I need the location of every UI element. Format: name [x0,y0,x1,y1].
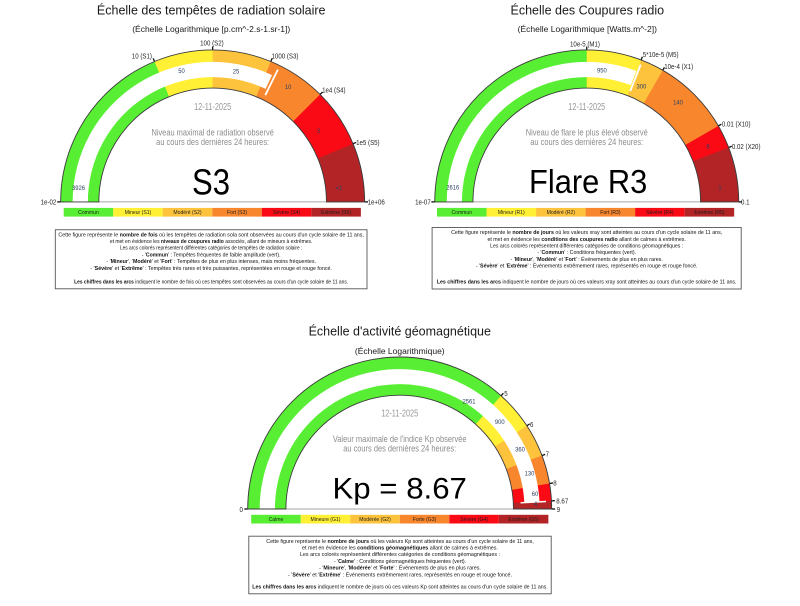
svg-text:Les arcs colorés représentent: Les arcs colorés représentent différente… [120,245,302,252]
svg-text:1000 (S3): 1000 (S3) [272,53,299,60]
svg-text:0.1: 0.1 [741,199,750,206]
svg-text:Sévère (G4): Sévère (G4) [460,517,488,523]
svg-text:- 'Sévère' et 'Extrême' : Temp: - 'Sévère' et 'Extrême' : Tempêtes très … [90,266,332,272]
svg-text:12-11-2025: 12-11-2025 [194,101,231,112]
svg-text:Échelle d'activité géomagnétiq: Échelle d'activité géomagnétique [309,323,491,338]
svg-text:Mineure (G1): Mineure (G1) [311,517,341,523]
svg-text:- 'Mineure', 'Modérée' et 'For: - 'Mineure', 'Modérée' et 'Forte' : Évén… [319,564,481,571]
svg-text:10 (S1): 10 (S1) [132,53,152,60]
svg-text:Mineur (S1): Mineur (S1) [125,210,152,216]
svg-text:Cette figure représente le nom: Cette figure représente le nombre de jou… [451,230,723,236]
svg-text:2561: 2561 [463,398,477,405]
svg-text:- 'Calme' : Conditions géomagn: - 'Calme' : Conditions géomagnétiques fr… [334,559,467,565]
svg-text:- 'Sévère' et 'Extrême' : Évén: - 'Sévère' et 'Extrême' : Événements ext… [476,262,698,269]
svg-text:1e+06: 1e+06 [368,199,386,206]
svg-text:Les arcs colorés représentent: Les arcs colorés représentent différente… [300,552,501,558]
svg-text:25: 25 [233,68,240,75]
svg-text:1e-02: 1e-02 [41,199,57,206]
svg-text:Les chiffres dans les arcs ind: Les chiffres dans les arcs indiquent le … [74,279,348,285]
svg-text:5*10e-5 (M5): 5*10e-5 (M5) [643,52,679,59]
svg-text:S3: S3 [192,164,230,204]
svg-text:Flare R3: Flare R3 [529,163,647,200]
svg-text:100 (S2): 100 (S2) [200,40,224,47]
svg-text:8: 8 [706,143,710,150]
svg-text:4: 4 [534,501,538,508]
svg-text:360: 360 [515,446,525,453]
svg-text:- 'Sévère' et 'Extrême' : Évén: - 'Sévère' et 'Extrême' : Événements ext… [288,571,512,578]
svg-text:300: 300 [637,83,647,90]
svg-text:(Échelle Logarithmique [Watts.: (Échelle Logarithmique [Watts.m^-2]) [518,24,657,34]
svg-text:9: 9 [557,507,561,514]
svg-text:Commun: Commun [78,210,99,216]
svg-text:- 'Commun' : Conditions fréque: - 'Commun' : Conditions fréquentes (vert… [537,250,636,256]
svg-text:<1: <1 [336,185,343,192]
svg-text:Échelle des tempêtes de radiat: Échelle des tempêtes de radiation solair… [97,2,326,17]
svg-text:10e-5 (M1): 10e-5 (M1) [570,41,600,48]
svg-text:Échelle des Coupures radio: Échelle des Coupures radio [511,2,665,17]
svg-text:60: 60 [532,491,539,498]
svg-text:et met en évidence les conditi: et met en évidence les conditions géomag… [302,545,498,551]
svg-text:et met en évidence les conditi: et met en évidence les conditions des co… [487,237,686,243]
svg-text:950: 950 [597,67,607,74]
svg-text:130: 130 [525,470,535,477]
svg-text:Cette figure représente le nom: Cette figure représente le nombre de jou… [266,539,534,545]
svg-text:Les chiffres dans les arcs ind: Les chiffres dans les arcs indiquent le … [252,584,548,590]
svg-text:5: 5 [504,391,508,398]
svg-text:3: 3 [317,128,321,135]
svg-text:au cours des dernières 24 heur: au cours des dernières 24 heures: [343,443,456,454]
svg-text:Fort (S3): Fort (S3) [227,210,247,216]
svg-text:6: 6 [530,422,534,429]
svg-text:Modéré (S2): Modéré (S2) [173,210,201,216]
svg-text:Forte (G3): Forte (G3) [413,517,437,523]
svg-text:Kp = 8.67: Kp = 8.67 [332,472,466,505]
svg-text:Modéré (R2): Modéré (R2) [547,210,576,216]
svg-text:Les arcs colorés représentent: Les arcs colorés représentent différente… [490,243,684,249]
svg-text:(Échelle Logarithmique [p.cm^-: (Échelle Logarithmique [p.cm^-2.s-1.sr-1… [132,24,290,34]
svg-text:Calme: Calme [269,517,284,523]
svg-text:Extrême (S5): Extrême (S5) [321,210,351,216]
svg-text:Extrême (G5): Extrême (G5) [508,517,539,523]
svg-text:Fort (R3): Fort (R3) [600,210,621,216]
svg-text:1e-07: 1e-07 [415,199,431,206]
svg-text:0.02 (X20): 0.02 (X20) [732,144,761,151]
svg-text:1e4 (S4): 1e4 (S4) [322,87,346,94]
svg-text:1e5 (S5): 1e5 (S5) [356,140,380,147]
svg-text:8: 8 [553,480,557,487]
svg-text:10: 10 [285,84,292,91]
svg-text:2616: 2616 [446,184,460,191]
svg-text:Modérée (G2): Modérée (G2) [359,517,391,523]
svg-text:au cours des dernières 24 heur: au cours des dernières 24 heures: [156,136,269,147]
svg-text:- 'Mineur', 'Modéré' et 'Fort': - 'Mineur', 'Modéré' et 'Fort' : Tempête… [106,259,316,265]
svg-text:50: 50 [178,68,185,75]
svg-text:Sévère (R4): Sévère (R4) [646,210,674,216]
svg-text:12-11-2025: 12-11-2025 [381,407,418,418]
svg-text:12-11-2025: 12-11-2025 [568,101,605,112]
svg-text:1: 1 [718,184,722,191]
svg-text:Sévère (S4): Sévère (S4) [273,210,300,216]
svg-text:- 'Mineur', 'Modéré' et 'Fort': - 'Mineur', 'Modéré' et 'Fort' : Événeme… [511,256,664,263]
svg-text:(Échelle Logarithmique): (Échelle Logarithmique) [355,346,445,356]
svg-text:7: 7 [546,451,550,458]
svg-text:0.01 (X10): 0.01 (X10) [722,121,751,128]
svg-text:Extrême (R5): Extrême (R5) [694,210,724,216]
svg-text:- 'Commun' : Tempêtes fréquent: - 'Commun' : Tempêtes fréquentes de faib… [142,252,281,258]
svg-text:10e-4 (X1): 10e-4 (X1) [664,64,693,71]
svg-text:au cours des dernières 24 heur: au cours des dernières 24 heures: [530,136,643,147]
svg-text:Les chiffres dans les arcs ind: Les chiffres dans les arcs indiquent le … [437,280,737,286]
svg-text:et met en évidence les niveaux: et met en évidence les niveaux de coupur… [110,239,313,245]
svg-text:140: 140 [673,99,683,106]
svg-text:Commun: Commun [451,210,472,216]
svg-text:8.67: 8.67 [556,498,568,505]
svg-text:Cette figure représente le nom: Cette figure représente le nombre de foi… [58,232,364,238]
svg-text:900: 900 [495,419,505,426]
svg-text:Mineur (R1): Mineur (R1) [498,210,525,216]
svg-text:3926: 3926 [72,185,86,192]
svg-text:0: 0 [239,507,243,514]
